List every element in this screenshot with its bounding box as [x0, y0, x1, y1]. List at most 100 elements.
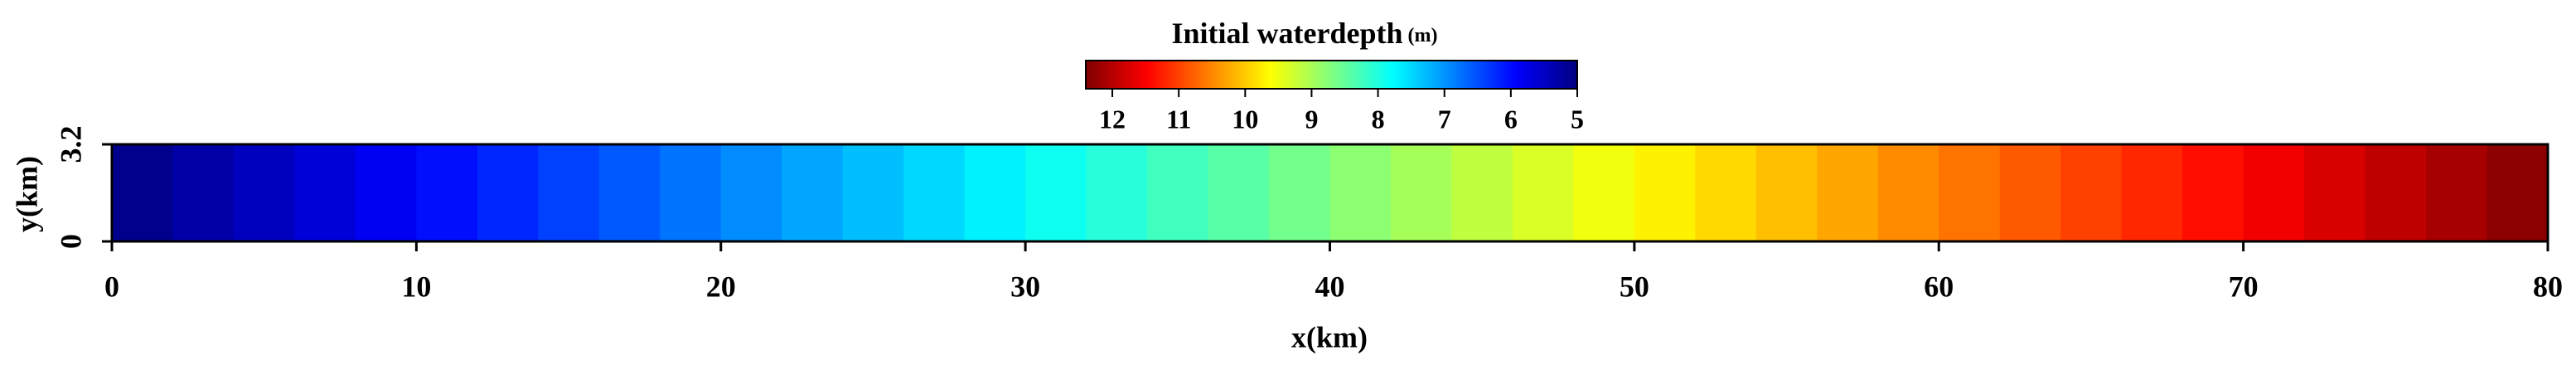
colorbar-segment — [1262, 61, 1267, 89]
colorbar-tick-label: 11 — [1166, 104, 1191, 134]
heat-cell — [1634, 144, 1697, 241]
colorbar-segment — [1574, 61, 1578, 89]
colorbar-segment — [1475, 61, 1480, 89]
colorbar-segment — [1194, 61, 1198, 89]
colorbar-segment — [1502, 61, 1506, 89]
colorbar-segment — [1190, 61, 1195, 89]
colorbar-segment — [1301, 61, 1306, 89]
colorbar-segment — [1459, 61, 1464, 89]
colorbar-frame — [1085, 60, 1578, 90]
colorbar-tick-label: 10 — [1232, 104, 1258, 134]
colorbar-segment — [1561, 61, 1565, 89]
colorbar-segment — [1528, 61, 1533, 89]
colorbar-segment — [1164, 61, 1169, 89]
colorbar-segment — [1338, 61, 1343, 89]
colorbar-segment — [1482, 61, 1487, 89]
colorbar-tick-label: 5 — [1571, 104, 1584, 134]
colorbar-segment — [1499, 61, 1503, 89]
colorbar-segment — [1174, 61, 1179, 89]
colorbar-segment — [1348, 61, 1353, 89]
colorbar-segment — [1200, 61, 1205, 89]
heat-cell — [598, 144, 661, 241]
colorbar-segment — [1433, 61, 1437, 89]
colorbar-segment — [1518, 61, 1523, 89]
colorbar-segment — [1266, 61, 1271, 89]
y-axis-label: y(km) — [10, 156, 43, 232]
colorbar-segment — [1259, 61, 1264, 89]
heat-cell — [1999, 144, 2061, 241]
colorbar-segment — [1341, 61, 1346, 89]
colorbar-segment — [1420, 61, 1424, 89]
colorbar-segment — [1442, 61, 1447, 89]
colorbar-segment — [1462, 61, 1467, 89]
heat-cell — [1147, 144, 1209, 241]
colorbar-segment — [1436, 61, 1441, 89]
colorbar-segment — [1220, 61, 1224, 89]
y-tick-label: 3.2 — [54, 126, 87, 163]
colorbar-segment — [1380, 61, 1385, 89]
colorbar-segment — [1521, 61, 1526, 89]
colorbar-segment — [1564, 61, 1568, 89]
colorbar-segment — [1328, 61, 1333, 89]
colorbar-segment — [1289, 61, 1293, 89]
heat-cell — [2121, 144, 2183, 241]
colorbar-segment — [1390, 61, 1395, 89]
colorbar-segment — [1534, 61, 1539, 89]
colorbar-segment — [1177, 61, 1182, 89]
colorbar-tick-label: 8 — [1372, 104, 1385, 134]
colorbar-segment — [1282, 61, 1286, 89]
colorbar-segment — [1180, 61, 1185, 89]
heat-cell — [1329, 144, 1392, 241]
colorbar-segment — [1145, 61, 1149, 89]
colorbar-segment — [1305, 61, 1310, 89]
colorbar-segment — [1138, 61, 1143, 89]
heat-cell — [2426, 144, 2488, 241]
colorbar-segment — [1286, 61, 1290, 89]
colorbar-segment — [1416, 61, 1421, 89]
colorbar-segment — [1331, 61, 1336, 89]
heat-cell — [477, 144, 540, 241]
colorbar-segment — [1102, 61, 1106, 89]
colorbar-segment — [1298, 61, 1303, 89]
colorbar-segment — [1187, 61, 1192, 89]
colorbar-segment — [1423, 61, 1427, 89]
colorbar-segment — [1479, 61, 1484, 89]
y-tick-label: 0 — [54, 234, 87, 249]
colorbar-segment — [1223, 61, 1227, 89]
colorbar-segment — [1197, 61, 1202, 89]
colorbar-segment — [1167, 61, 1172, 89]
colorbar-segment — [1430, 61, 1434, 89]
heat-cell — [2365, 144, 2427, 241]
colorbar-segment — [1397, 61, 1402, 89]
colorbar-segment — [1367, 61, 1372, 89]
colorbar-segment — [1269, 61, 1274, 89]
colorbar-segment — [1377, 61, 1382, 89]
colorbar-segment — [1492, 61, 1496, 89]
colorbar-segment — [1315, 61, 1319, 89]
colorbar-segment — [1111, 61, 1116, 89]
colorbar-segment — [1544, 61, 1549, 89]
colorbar-segment — [1400, 61, 1405, 89]
colorbar-segment — [1485, 61, 1490, 89]
colorbar-segment — [1308, 61, 1313, 89]
colorbar-segment — [1207, 61, 1212, 89]
heat-cell — [2243, 144, 2305, 241]
colorbar-segment — [1232, 61, 1237, 89]
colorbar-segment — [1452, 61, 1457, 89]
heat-cell — [1817, 144, 1879, 241]
colorbar-segment — [1407, 61, 1411, 89]
colorbar-segment — [1203, 61, 1208, 89]
colorbar-segment — [1256, 61, 1261, 89]
colorbar-segment — [1121, 61, 1126, 89]
colorbar-tick-label: 12 — [1099, 104, 1126, 134]
colorbar-segment — [1489, 61, 1494, 89]
x-tick-label: 0 — [104, 270, 119, 303]
x-tick-label: 50 — [1620, 270, 1649, 303]
colorbar-segment — [1184, 61, 1189, 89]
heat-cell — [782, 144, 844, 241]
heat-cell — [1755, 144, 1818, 241]
heat-cell — [1390, 144, 1453, 241]
colorbar-segment — [1505, 61, 1509, 89]
colorbar-segment — [1210, 61, 1214, 89]
colorbar-segment — [1557, 61, 1562, 89]
